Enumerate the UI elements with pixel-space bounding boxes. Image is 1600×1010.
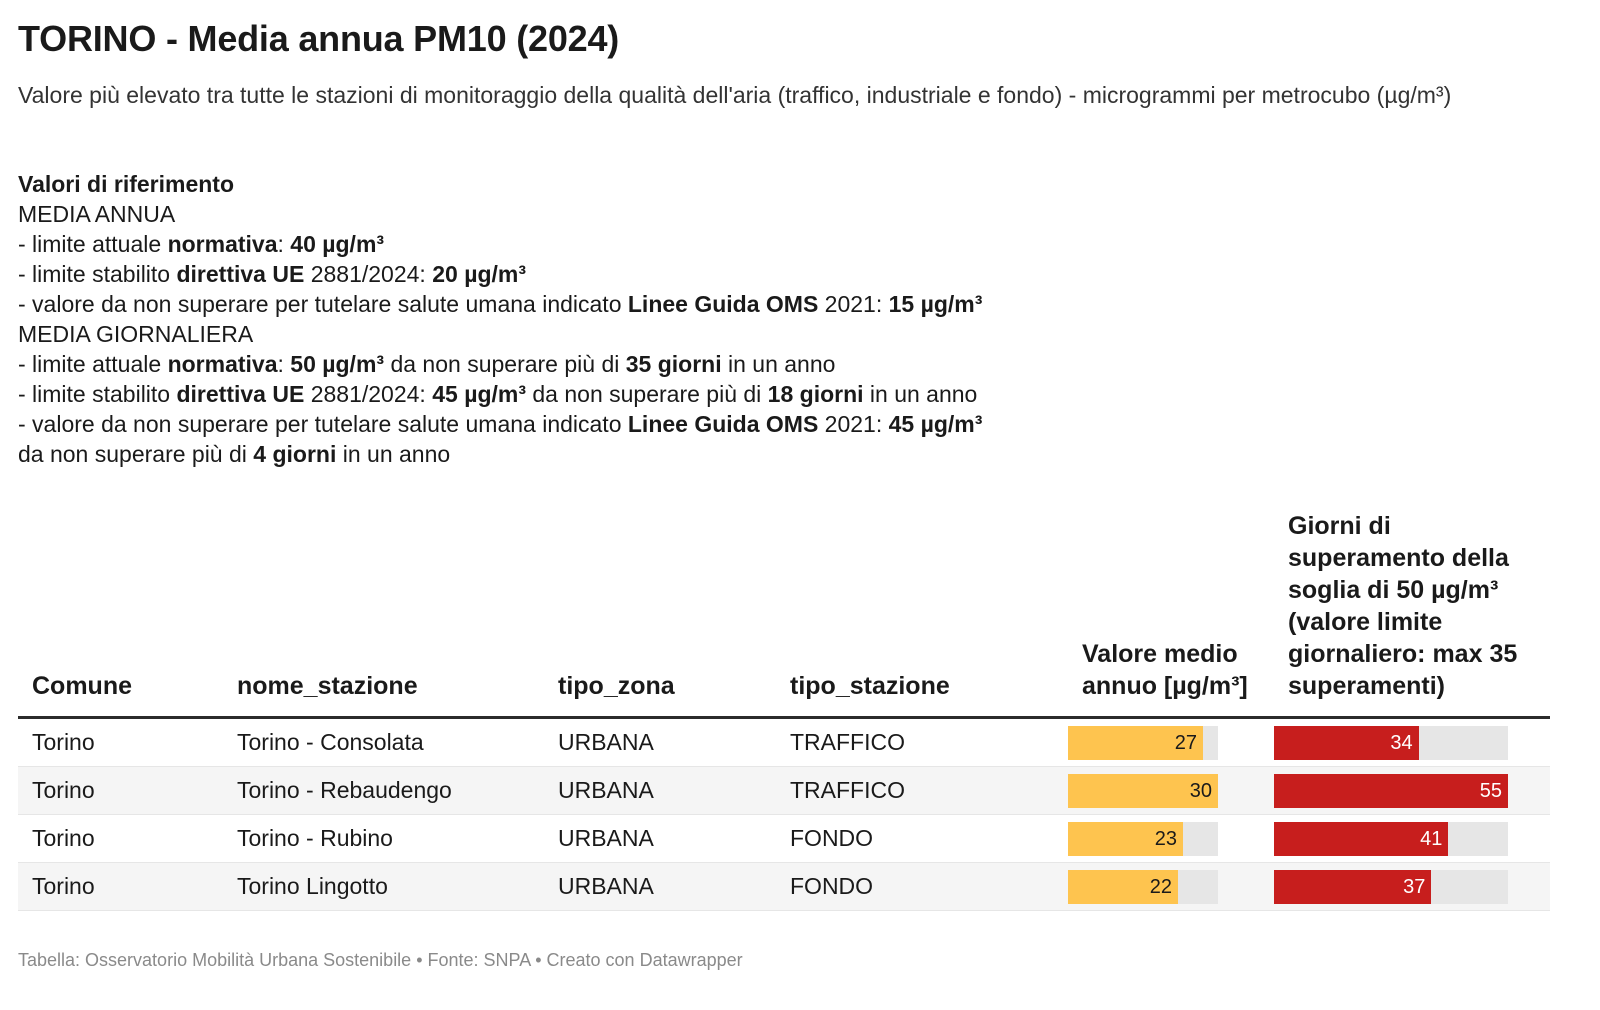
annual-heading: MEDIA ANNUA: [18, 201, 176, 227]
giorni-superamento-cell: 34: [1274, 718, 1550, 767]
giorni-superamento-label: 34: [1390, 731, 1413, 754]
valore-medio-cell: 30: [1068, 767, 1274, 815]
daily-reference-line: - limite stabilito direttiva UE 2881/202…: [18, 381, 978, 407]
giorni-superamento-track: 55: [1274, 773, 1508, 808]
annual-reference-line: - valore da non superare per tutelare sa…: [18, 291, 983, 317]
table-row: Torino Torino - Rubino URBANA FONDO 23 41: [18, 815, 1550, 863]
giorni-superamento-bar: 37: [1274, 869, 1432, 904]
reference-heading: Valori di riferimento: [18, 171, 234, 197]
cell-nome-stazione: Torino - Consolata: [237, 729, 424, 755]
giorni-superamento-label: 41: [1420, 827, 1443, 850]
valore-medio-label: 30: [1189, 779, 1212, 802]
giorni-superamento-track: 41: [1274, 821, 1508, 856]
daily-heading: MEDIA GIORNALIERA: [18, 321, 254, 347]
valore-medio-cell: 23: [1068, 815, 1274, 863]
cell-comune: Torino: [32, 873, 95, 899]
col-header-nome-stazione[interactable]: nome_stazione: [237, 672, 418, 700]
giorni-superamento-cell: 37: [1274, 863, 1550, 911]
cell-tipo-zona: URBANA: [558, 825, 654, 851]
reference-values: Valori di riferimento MEDIA ANNUA - limi…: [18, 169, 1118, 469]
annual-reference-line: - limite attuale normativa: 40 µg/m³: [18, 231, 385, 257]
valore-medio-bar: 22: [1068, 869, 1178, 904]
valore-medio-bar: 27: [1068, 725, 1203, 760]
valore-medio-track: 27: [1068, 725, 1218, 760]
cell-comune: Torino: [32, 729, 95, 755]
cell-comune: Torino: [32, 825, 95, 851]
valore-medio-bar: 23: [1068, 821, 1183, 856]
valore-medio-label: 27: [1174, 731, 1197, 754]
valore-medio-bar: 30: [1068, 773, 1218, 808]
giorni-superamento-bar: 41: [1274, 821, 1449, 856]
table-row: Torino Torino - Consolata URBANA TRAFFICO 27…: [18, 718, 1550, 767]
valore-medio-track: 30: [1068, 773, 1218, 808]
daily-reference-line: - limite attuale normativa: 50 µg/m³ da …: [18, 351, 836, 377]
giorni-superamento-track: 37: [1274, 869, 1508, 904]
cell-tipo-stazione: TRAFFICO: [790, 729, 905, 755]
col-header-tipo-stazione[interactable]: tipo_stazione: [790, 672, 950, 700]
valore-medio-track: 23: [1068, 821, 1218, 856]
giorni-superamento-cell: 41: [1274, 815, 1550, 863]
data-table: Comune nome_stazione tipo_zona tipo_staz…: [18, 510, 1550, 911]
giorni-superamento-track: 34: [1274, 725, 1508, 760]
annual-reference-line: - limite stabilito direttiva UE 2881/202…: [18, 261, 526, 287]
cell-nome-stazione: Torino - Rubino: [237, 825, 393, 851]
cell-nome-stazione: Torino - Rebaudengo: [237, 777, 452, 803]
giorni-superamento-bar: 55: [1274, 773, 1508, 808]
chart-subtitle: Valore più elevato tra tutte le stazioni…: [18, 82, 1452, 108]
col-header-comune[interactable]: Comune: [32, 672, 132, 700]
chart-footer: Tabella: Osservatorio Mobilità Urbana So…: [18, 950, 743, 970]
chart-title: TORINO - Media annua PM10 (2024): [18, 18, 620, 59]
cell-nome-stazione: Torino Lingotto: [237, 873, 388, 899]
daily-lines: - limite attuale normativa: 50 µg/m³ da …: [18, 349, 1118, 469]
giorni-superamento-label: 37: [1403, 875, 1426, 898]
valore-medio-label: 23: [1154, 827, 1177, 850]
col-header-giorni-superamento[interactable]: Giorni di superamento della soglia di 50…: [1288, 512, 1518, 700]
daily-reference-line: da non superare più di 4 giorni in un an…: [18, 441, 451, 467]
table-row: Torino Torino Lingotto URBANA FONDO 22 37: [18, 862, 1550, 911]
valore-medio-track: 22: [1068, 869, 1218, 904]
col-header-tipo-zona[interactable]: tipo_zona: [558, 672, 675, 700]
daily-reference-line: - valore da non superare per tutelare sa…: [18, 411, 983, 437]
cell-tipo-stazione: TRAFFICO: [790, 777, 905, 803]
table-header-row: Comune nome_stazione tipo_zona tipo_staz…: [18, 510, 1550, 718]
valore-medio-cell: 27: [1068, 718, 1274, 767]
cell-tipo-zona: URBANA: [558, 729, 654, 755]
col-header-valore-medio[interactable]: Valore medio annuo [µg/m³]: [1082, 640, 1248, 700]
cell-tipo-stazione: FONDO: [790, 825, 874, 851]
table-body: Torino Torino - Consolata URBANA TRAFFICO 27…: [18, 718, 1550, 911]
giorni-superamento-label: 55: [1479, 779, 1502, 802]
cell-tipo-zona: URBANA: [558, 873, 654, 899]
valore-medio-cell: 22: [1068, 863, 1274, 911]
giorni-superamento-cell: 55: [1274, 767, 1550, 815]
giorni-superamento-bar: 34: [1274, 725, 1419, 760]
table-row: Torino Torino - Rebaudengo URBANA TRAFFICO 3…: [18, 766, 1550, 815]
cell-tipo-zona: URBANA: [558, 777, 654, 803]
cell-tipo-stazione: FONDO: [790, 873, 874, 899]
annual-lines: - limite attuale normativa: 40 µg/m³ - li…: [18, 229, 1118, 319]
cell-comune: Torino: [32, 777, 95, 803]
valore-medio-label: 22: [1149, 875, 1172, 898]
